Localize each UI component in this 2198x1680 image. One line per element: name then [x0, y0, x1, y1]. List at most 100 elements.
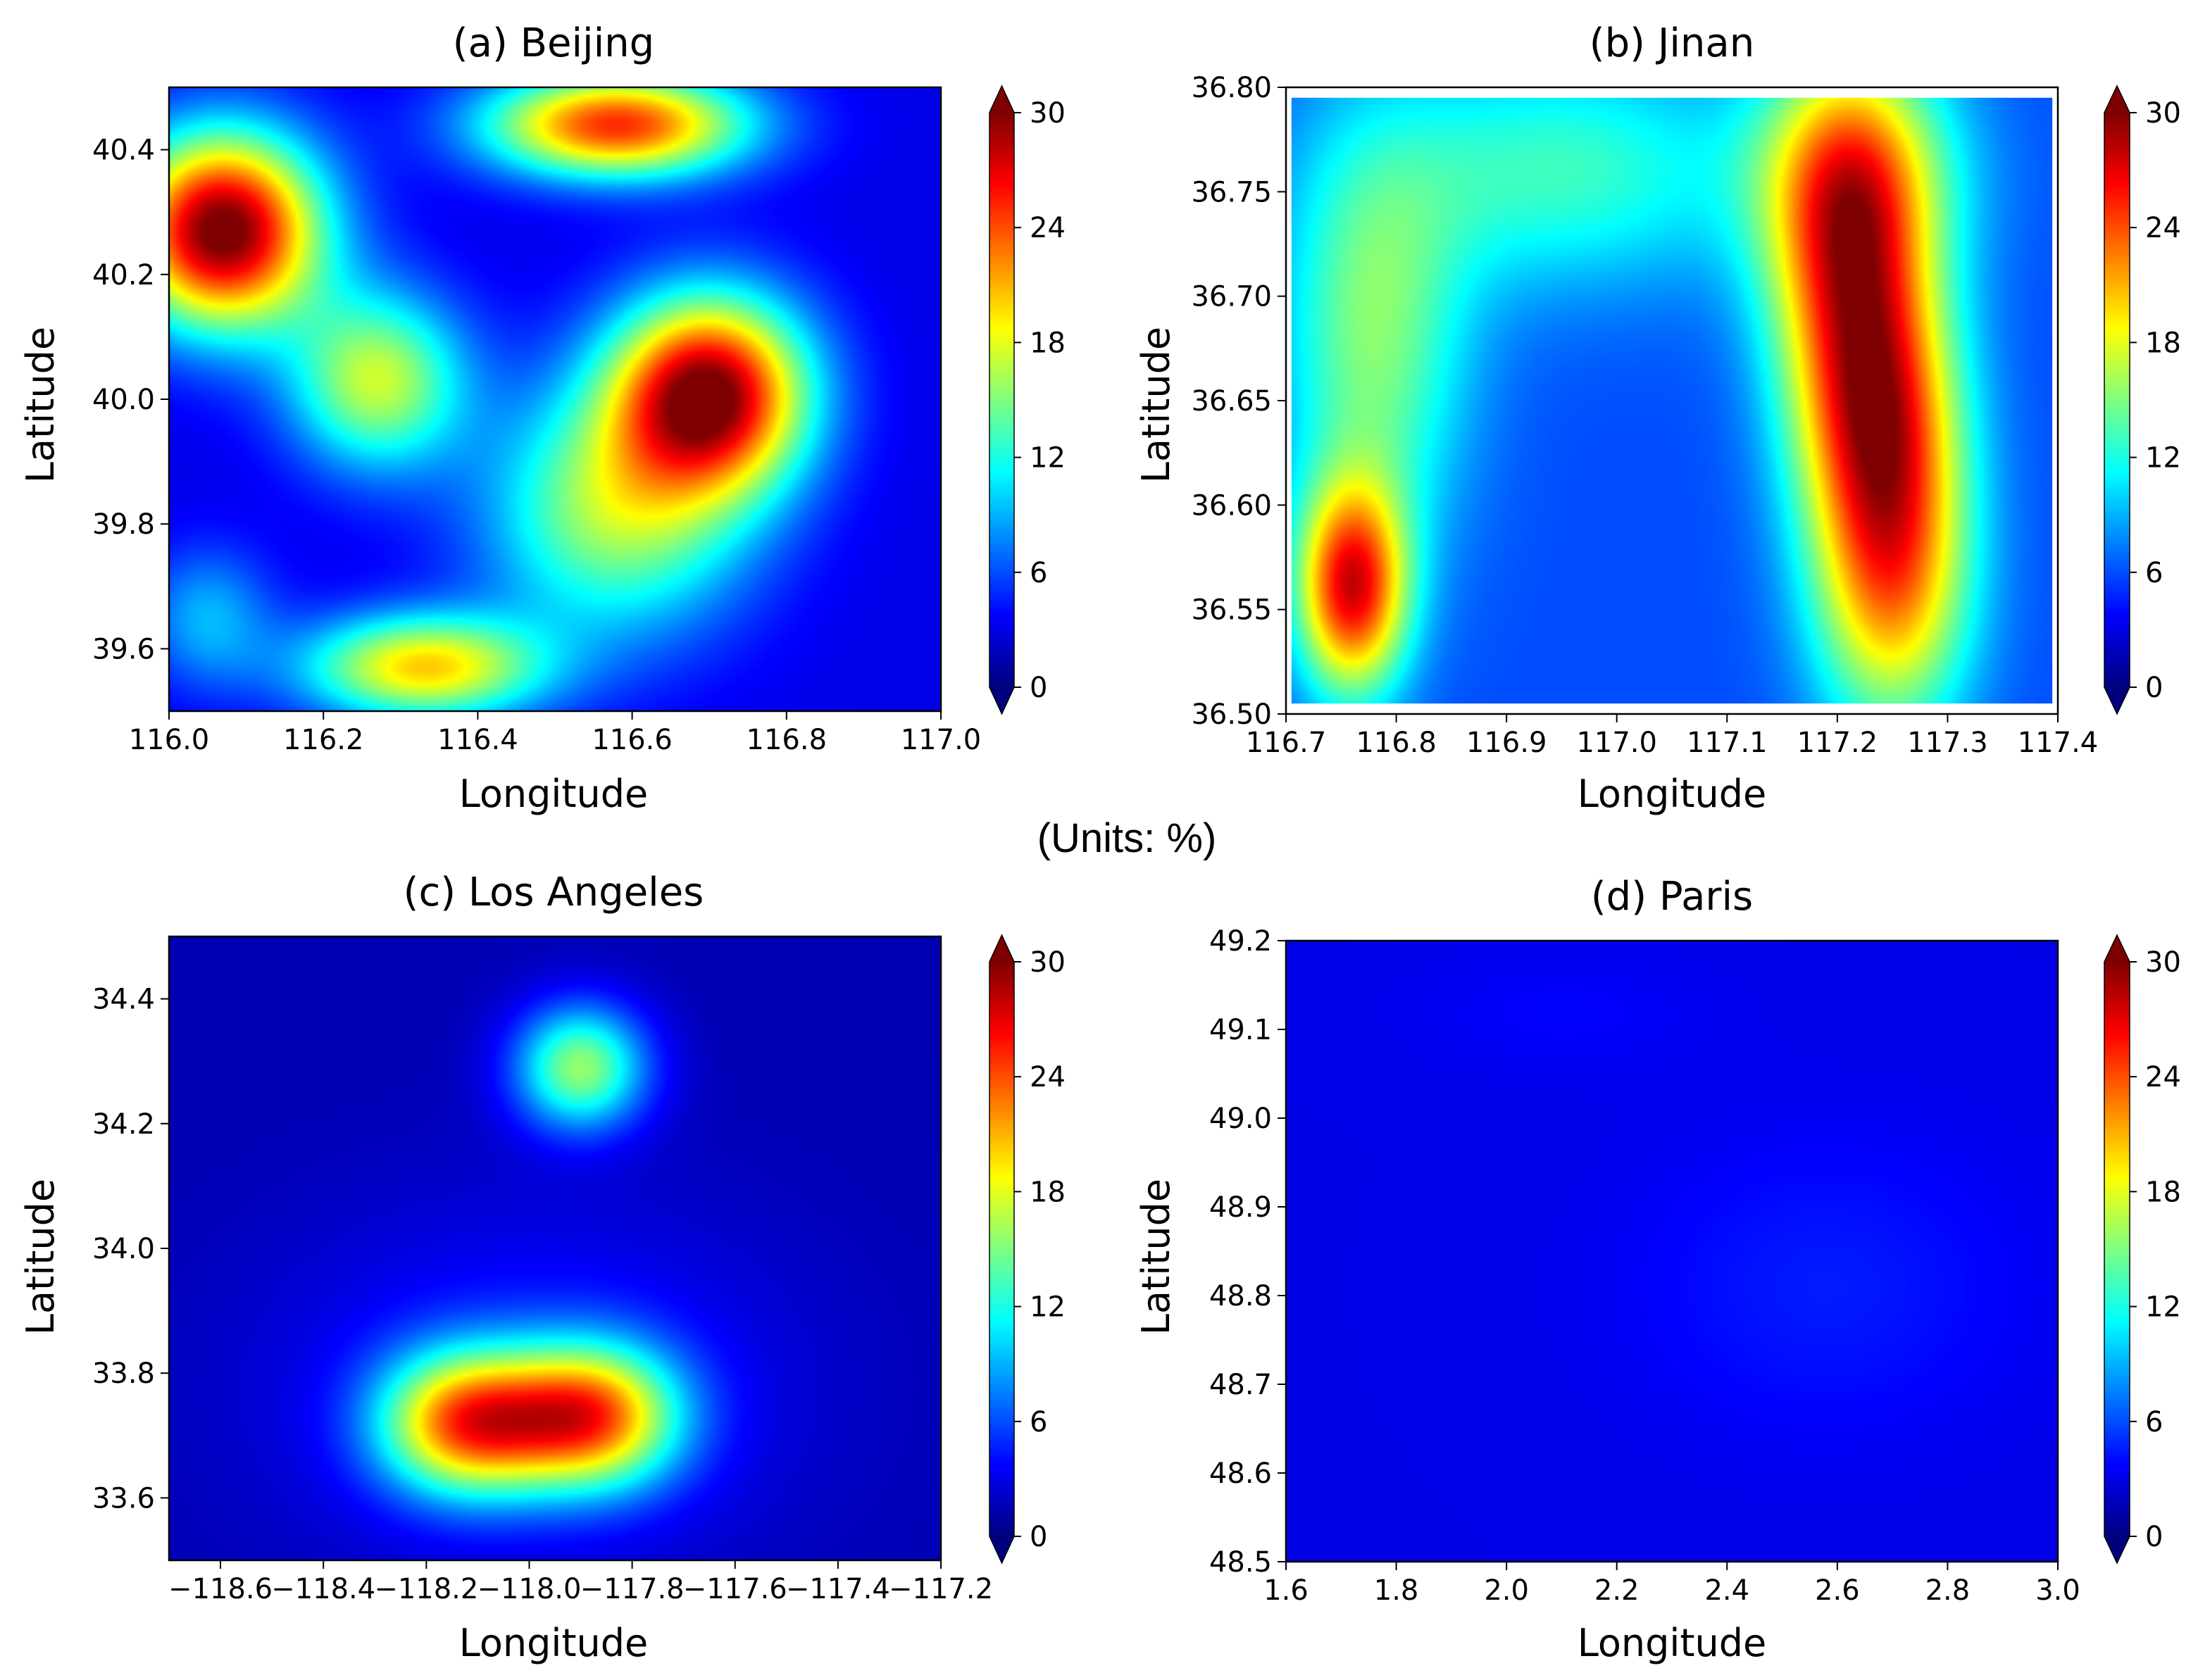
- colorbar-extend-min: [989, 687, 1014, 714]
- x-tick-label: 116.4: [437, 724, 518, 756]
- colorbar-extend-max: [989, 935, 1014, 962]
- x-tick-label: 2.6: [1815, 1574, 1860, 1607]
- y-axis-label: Latitude: [18, 327, 63, 483]
- panel-3: 1.6 1.8 2.0 2.2 2.4 2.6 2.8 3.0 48.5 48.6 48.7 48.8…: [1134, 874, 2181, 1665]
- y-tick-label: 33.6: [92, 1482, 155, 1515]
- x-tick-label: 2.2: [1594, 1574, 1640, 1607]
- colorbar-tick-label: 0: [2145, 1521, 2163, 1553]
- x-axis-label: Longitude: [459, 1621, 649, 1665]
- x-tick-label: 3.0: [2035, 1574, 2080, 1607]
- colorbar-tick-label: 30: [2145, 97, 2181, 130]
- colorbar-tick-label: 0: [1030, 1521, 1047, 1553]
- colorbar-extend-min: [2104, 687, 2130, 714]
- x-tick-label: 116.8: [1356, 727, 1437, 759]
- colorbar-tick-label: 18: [1030, 327, 1066, 359]
- y-tick-label: 49.2: [1209, 925, 1272, 958]
- x-tick-label: −117.8: [580, 1573, 685, 1605]
- colorbar-tick-label: 18: [2145, 327, 2181, 359]
- colorbar: 0 6 12 18 24 30: [2104, 84, 2181, 715]
- heatmap-field: [1291, 97, 2053, 704]
- heatmap-field: [1286, 941, 2058, 1562]
- colorbar-tick-label: 6: [1030, 1406, 1047, 1438]
- y-tick-label: 36.75: [1191, 176, 1272, 208]
- x-tick-label: −117.2: [889, 1573, 993, 1605]
- plot-frame: [1285, 939, 2059, 1563]
- colorbar-tick-label: 18: [2145, 1176, 2181, 1208]
- colorbar-tick-label: 30: [1030, 97, 1066, 130]
- colorbar-extend-min: [989, 1536, 1014, 1563]
- y-axis-label: Latitude: [1134, 1179, 1178, 1335]
- heatmap-field: [169, 936, 941, 1560]
- x-tick-label: −118.0: [477, 1573, 581, 1605]
- colorbar-body: [2104, 962, 2130, 1536]
- colorbar-tick-label: 24: [2145, 212, 2181, 244]
- colorbar-body: [989, 962, 1014, 1536]
- y-tick-label: 36.60: [1191, 489, 1272, 522]
- y-tick-label: 33.8: [92, 1358, 155, 1390]
- panel-1: 116.7 116.8 116.9 117.0 117.1 117.2 117.3 117.4…: [1134, 20, 2181, 816]
- panel-title: (b) Jinan: [1590, 20, 1754, 66]
- colorbar-tick-label: 12: [2145, 1291, 2181, 1324]
- colorbar-tick-label: 0: [2145, 672, 2163, 704]
- x-tick-label: 116.7: [1246, 727, 1327, 759]
- colorbar-tick-label: 6: [1030, 557, 1047, 589]
- x-tick-label: 2.4: [1704, 1574, 1749, 1607]
- y-tick-label: 48.9: [1209, 1191, 1272, 1224]
- x-tick-label: 117.2: [1797, 727, 1878, 759]
- x-tick-label: 117.1: [1687, 727, 1768, 759]
- colorbar: 0 6 12 18 24 30: [989, 934, 1066, 1565]
- x-tick-label: −118.2: [374, 1573, 478, 1605]
- y-tick-label: 36.55: [1191, 594, 1272, 627]
- colorbar-tick-label: 12: [1030, 1291, 1066, 1324]
- x-tick-label: 117.0: [901, 724, 982, 756]
- colorbar: 0 6 12 18 24 30: [2104, 934, 2181, 1565]
- x-tick-label: 1.8: [1374, 1574, 1419, 1607]
- x-tick-label: 116.9: [1466, 727, 1547, 759]
- x-tick-label: −117.4: [786, 1573, 890, 1605]
- y-tick-label: 39.8: [92, 508, 155, 541]
- y-tick-label: 39.6: [92, 633, 155, 665]
- colorbar-tick-label: 0: [1030, 672, 1047, 704]
- colorbar-body: [989, 113, 1014, 687]
- colorbar-tick-label: 6: [2145, 1406, 2163, 1438]
- units-label: (Units: %): [1037, 815, 1217, 861]
- colorbar-tick-label: 12: [1030, 442, 1066, 475]
- colorbar-extend-max: [989, 86, 1014, 113]
- panel-title: (c) Los Angeles: [404, 870, 704, 915]
- x-tick-label: −118.4: [271, 1573, 375, 1605]
- y-tick-label: 48.6: [1209, 1458, 1272, 1490]
- heatmap-field: [169, 87, 941, 711]
- x-tick-label: 117.0: [1576, 727, 1657, 759]
- x-axis-label: Longitude: [1578, 1621, 1767, 1665]
- colorbar: 0 6 12 18 24 30: [989, 84, 1066, 715]
- x-tick-label: 116.0: [129, 724, 210, 756]
- x-tick-label: 2.8: [1925, 1574, 1971, 1607]
- colorbar-tick-label: 30: [1030, 946, 1066, 979]
- x-tick-label: 117.4: [2018, 727, 2099, 759]
- x-tick-label: 116.6: [592, 724, 673, 756]
- x-tick-label: 117.3: [1907, 727, 1988, 759]
- x-tick-label: −117.6: [683, 1573, 787, 1605]
- y-axis-label: Latitude: [18, 1179, 63, 1335]
- y-tick-label: 49.0: [1209, 1103, 1272, 1135]
- y-tick-label: 49.1: [1209, 1014, 1272, 1046]
- x-tick-label: 2.0: [1484, 1574, 1529, 1607]
- y-tick-label: 40.2: [92, 259, 155, 292]
- y-tick-label: 48.8: [1209, 1280, 1272, 1312]
- y-tick-label: 48.7: [1209, 1369, 1272, 1401]
- y-axis-label: Latitude: [1134, 327, 1178, 483]
- colorbar-tick-label: 24: [1030, 1061, 1066, 1093]
- y-tick-label: 34.0: [92, 1233, 155, 1265]
- x-axis-label: Longitude: [459, 772, 649, 816]
- y-tick-label: 36.50: [1191, 698, 1272, 731]
- colorbar-tick-label: 24: [1030, 212, 1066, 244]
- colorbar-tick-label: 12: [2145, 442, 2181, 475]
- panel-title: (d) Paris: [1591, 874, 1753, 920]
- colorbar-tick-label: 6: [2145, 557, 2163, 589]
- y-tick-label: 36.65: [1191, 385, 1272, 418]
- y-tick-label: 40.0: [92, 384, 155, 416]
- colorbar-extend-min: [2104, 1536, 2130, 1563]
- x-tick-label: 116.8: [747, 724, 828, 756]
- x-tick-label: −118.6: [168, 1573, 273, 1605]
